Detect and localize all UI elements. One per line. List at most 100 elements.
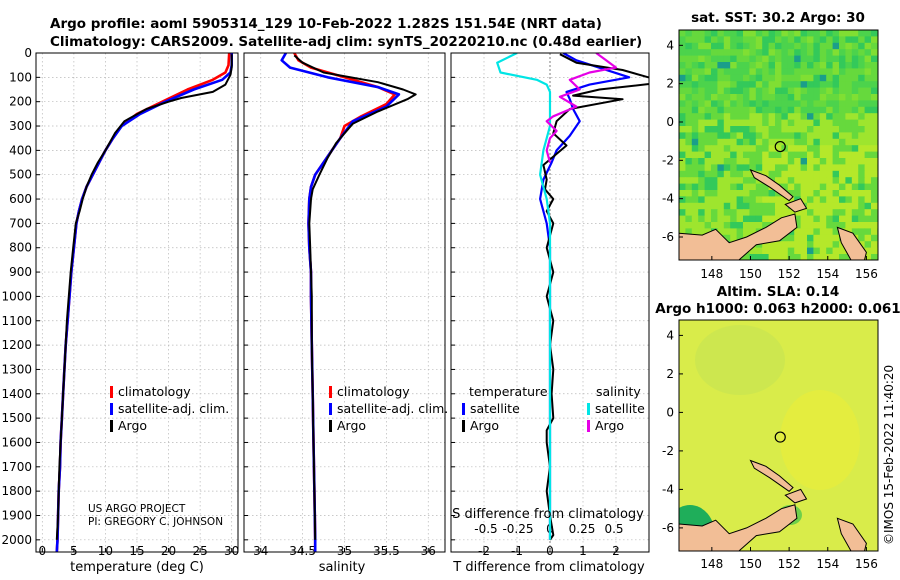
sst-pixel [762,30,770,37]
sst-pixel [813,247,821,255]
sst-pixel [839,100,846,108]
sst-pixel [679,202,686,210]
x-tick-label: 36 [421,544,436,558]
profile-location-marker [774,140,786,153]
sst-pixel [807,247,814,255]
sst-pixel [845,81,853,89]
sst-pixel [858,190,866,197]
sst-pixel [717,94,725,101]
sst-pixel [749,222,757,229]
sst-pixel [685,164,693,172]
sst-pixel [781,113,789,121]
sst-pixel [775,36,782,44]
sst-pixel [685,119,693,127]
sst-pixel [755,183,763,191]
sst-pixel [762,113,770,121]
sst-pixel [691,145,699,153]
sst-pixel [762,196,770,204]
sst-pixel [864,151,872,159]
sst-pixel [775,68,782,76]
sst-pixel [864,177,872,185]
sst-pixel [781,209,789,217]
sst-pixel [691,100,699,108]
sst-pixel [762,190,770,197]
sst-pixel [781,30,789,37]
sst-pixel [685,151,693,159]
sst-pixel [858,151,866,159]
sst-pixel [749,138,757,146]
sst-pixel [685,81,693,89]
y-tick-label: 1600 [1,435,32,449]
sst-pixel [679,106,686,114]
sst-pixel [787,177,795,185]
sst-pixel [679,222,686,229]
sst-pixel [845,30,853,37]
series-line-satellite-adj-clim- [280,53,401,552]
y-tick-label: 200 [9,95,32,109]
sst-pixel [864,100,872,108]
sst-pixel [691,36,699,44]
sst-pixel [871,254,878,260]
sst-pixel [858,228,866,236]
sst-pixel [832,177,840,185]
sst-pixel [871,241,878,249]
map-lat-label: 2 [666,367,674,381]
sst-pixel [755,74,763,82]
sst-pixel [826,106,834,114]
sst-pixel [813,100,821,108]
sst-pixel [691,68,699,76]
sst-pixel [851,170,859,178]
sst-pixel [794,183,802,191]
sst-pixel [768,209,776,217]
sst-pixel [839,62,846,69]
sst-pixel [787,183,795,191]
sst-pixel [800,145,808,153]
sst-pixel [691,132,699,140]
sst-pixel [711,151,718,159]
sst-pixel [685,222,693,229]
sst-pixel [813,138,821,146]
sst-pixel [711,106,718,114]
sst-pixel [775,254,782,260]
sst-pixel [743,74,750,82]
sst-pixel [845,94,853,101]
sst-pixel [813,42,821,50]
sst-pixel [723,100,731,108]
sst-pixel [819,126,827,133]
sst-pixel [768,170,776,178]
y-tick-label: 0 [24,46,32,60]
sst-pixel [730,202,738,210]
sst-pixel [743,81,750,89]
sst-pixel [768,241,776,249]
sst-pixel [723,94,731,101]
sst-pixel [679,42,686,50]
sst-pixel [826,49,834,57]
sst-pixel [871,74,878,82]
sst-pixel [723,30,731,37]
sst-pixel [768,30,776,37]
sst-pixel [781,100,789,108]
sst-pixel [685,62,693,69]
sst-pixel [871,119,878,127]
sst-pixel [851,30,859,37]
legend-label-climatology: climatology [118,384,191,399]
sst-pixel [781,106,789,114]
sst-pixel [851,158,859,165]
temperature-panel: 0100200300400500600700800900100011001200… [1,46,239,558]
sst-pixel [685,30,693,37]
sst-pixel [813,36,821,44]
sst-pixel [755,113,763,121]
sst-pixel [691,183,699,191]
sst-pixel [845,106,853,114]
sst-pixel [839,151,846,159]
sst-pixel [685,158,693,165]
sst-pixel [723,170,731,178]
sst-pixel [826,145,834,153]
sst-pixel [851,87,859,95]
sst-pixel [704,151,712,159]
sst-pixel [704,68,712,76]
sst-pixel [704,132,712,140]
sst-pixel [698,42,706,50]
sst-pixel [698,30,706,37]
